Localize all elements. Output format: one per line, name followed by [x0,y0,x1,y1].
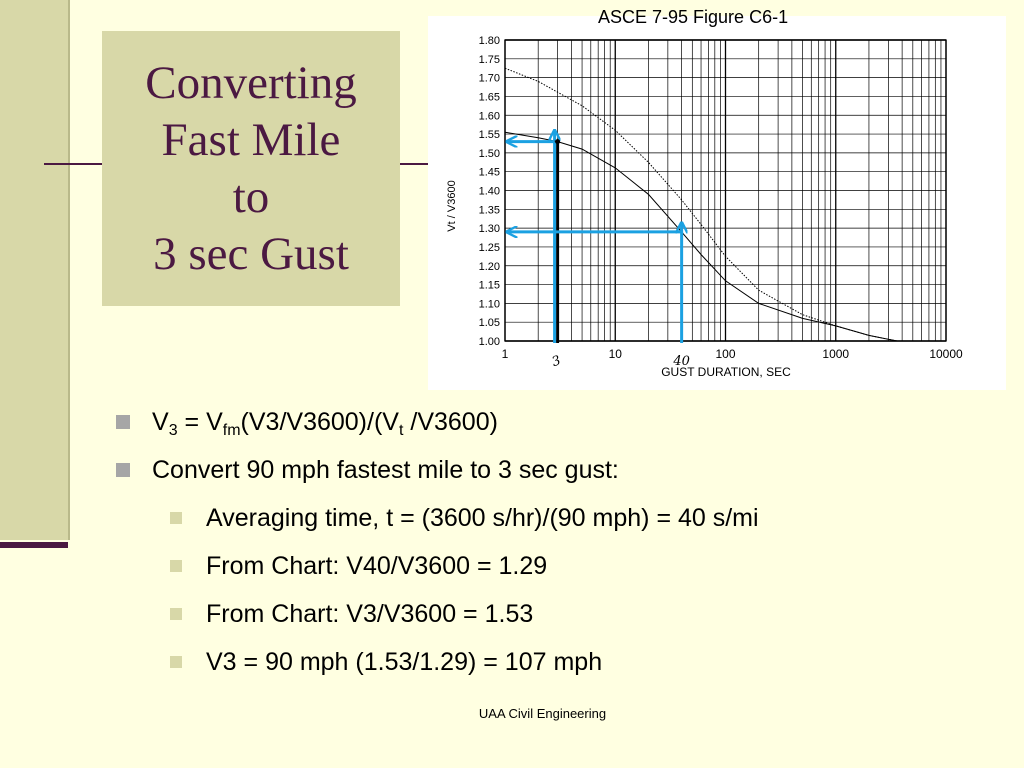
hand-label: 40 [672,354,690,369]
y-tick-label: 1.25 [479,242,500,254]
sub-bullet: From Chart: V3/V3600 = 1.53 [116,592,1016,640]
y-tick-label: 1.55 [479,129,500,141]
title-box: Converting Fast Mile to 3 sec Gust [102,31,400,306]
y-tick-label: 1.50 [479,148,500,160]
y-tick-label: 1.00 [479,336,500,348]
title-line: Converting [145,56,357,109]
x-tick-label: 10 [609,347,623,361]
bullet-square-icon [116,415,130,429]
sub-bullet-text: Averaging time, t = (3600 s/hr)/(90 mph)… [206,504,759,532]
hand-label: 3 [550,353,563,370]
sub-bullet-text: From Chart: V40/V3600 = 1.29 [206,552,548,580]
plot-frame [504,39,947,342]
bullet-list: V3 = Vfm(V3/V3600)/(Vt /V3600) Convert 9… [116,400,1016,688]
chart-annotations: 3 40 [508,132,690,370]
formula-subscript: fm [222,422,241,439]
y-tick-label: 1.60 [479,110,500,122]
series-line-solid [504,131,898,342]
bullet-convert: Convert 90 mph fastest mile to 3 sec gus… [116,448,1016,496]
sub-bullet: Averaging time, t = (3600 s/hr)/(90 mph)… [116,496,1016,544]
formula-subscript: 3 [168,422,178,439]
left-accent-bar [0,0,70,540]
x-tick-label: 1 [502,347,509,361]
footer: UAA Civil Engineering [478,706,607,721]
y-tick-label: 1.75 [479,54,500,66]
bullet-formula: V3 = Vfm(V3/V3600)/(Vt /V3600) [116,400,1016,448]
sub-bullet-square-icon [170,560,182,572]
y-tick-label: 1.70 [479,73,500,85]
left-accent-rule [0,542,68,548]
chart-grid [504,39,947,342]
slide-title: Converting Fast Mile to 3 sec Gust [145,55,356,283]
y-tick-label: 1.45 [479,167,500,179]
chart-series [504,67,898,342]
sub-bullet-text: V3 = 90 mph (1.53/1.29) = 107 mph [206,648,603,676]
sub-bullet: V3 = 90 mph (1.53/1.29) = 107 mph [116,640,1016,688]
y-axis-label: Vt / V3600 [446,180,458,231]
sub-bullet: From Chart: V40/V3600 = 1.29 [116,544,1016,592]
bullet-square-icon [116,463,130,477]
chart-title: ASCE 7-95 Figure C6-1 [598,7,789,27]
y-tick-label: 1.40 [479,186,500,198]
sub-bullet-square-icon [170,656,182,668]
chart-panel [428,16,1006,390]
title-rule-right [400,163,432,165]
chart-ticks: 1.80 1.75 1.70 1.65 1.60 1.55 1.50 1.45 1.40 1.35… [479,35,963,361]
sub-bullet-text: From Chart: V3/V3600 = 1.53 [206,600,534,628]
bullet-text: Convert 90 mph fastest mile to 3 sec gus… [152,456,619,484]
x-tick-label: 100 [715,347,735,361]
y-tick-label: 1.65 [479,91,500,103]
x-axis-label: GUST DURATION, SEC [661,365,791,379]
x-tick-label: 10000 [929,347,963,361]
formula-subscript: t [398,422,404,439]
sub-bullet-square-icon [170,608,182,620]
title-line: 3 sec Gust [153,227,349,280]
y-tick-label: 1.05 [479,317,500,329]
formula-part: /V3600) [403,408,498,436]
title-line: to [232,170,270,223]
formula-part: = V [177,408,223,436]
point-marker [555,139,561,145]
x-tick-label: 1000 [822,347,849,361]
title-line: Fast Mile [161,113,341,166]
y-tick-label: 1.30 [479,223,500,235]
y-tick-label: 1.20 [479,261,500,273]
y-tick-label: 1.15 [479,280,500,292]
title-rule-left [44,163,108,165]
formula-part: (V3/V3600)/(V [240,408,399,436]
y-tick-label: 1.35 [479,204,500,216]
formula-part: V [152,408,169,436]
y-tick-label: 1.80 [479,35,500,47]
sub-bullet-square-icon [170,512,182,524]
y-tick-label: 1.10 [479,298,500,310]
gust-factor-chart: 3 40 1.80 1.75 1.70 1.65 1.60 1.55 1.50 1.45 1.40… [446,35,963,379]
